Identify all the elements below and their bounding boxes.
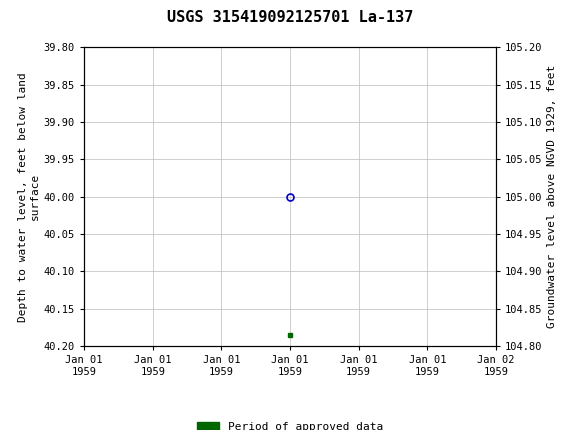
Y-axis label: Groundwater level above NGVD 1929, feet: Groundwater level above NGVD 1929, feet bbox=[546, 65, 557, 329]
Legend: Period of approved data: Period of approved data bbox=[193, 418, 387, 430]
Y-axis label: Depth to water level, feet below land
surface: Depth to water level, feet below land su… bbox=[18, 72, 39, 322]
Text: ≈USGS: ≈USGS bbox=[9, 10, 59, 28]
Text: USGS 315419092125701 La-137: USGS 315419092125701 La-137 bbox=[167, 10, 413, 25]
